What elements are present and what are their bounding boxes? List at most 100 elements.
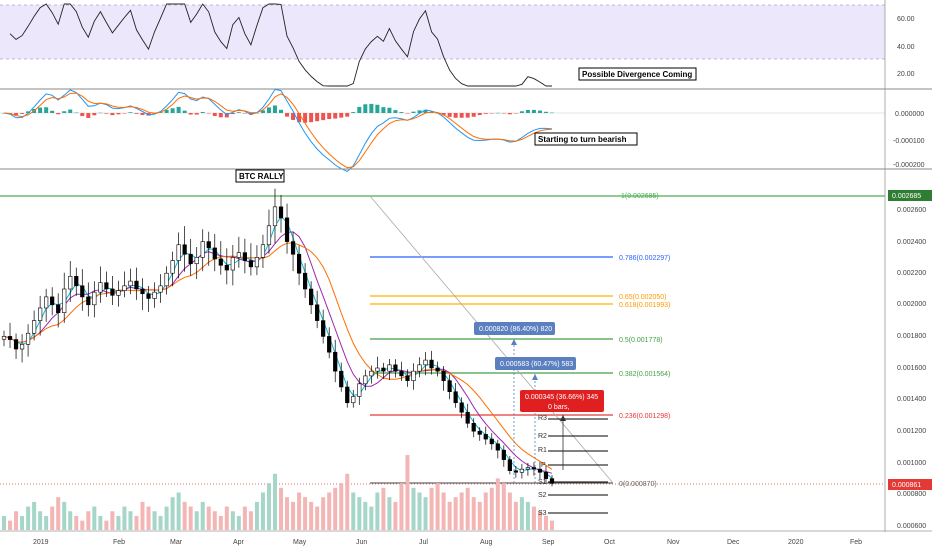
candle-body bbox=[13, 339, 19, 350]
volume-bar bbox=[531, 506, 536, 530]
volume-bar bbox=[321, 497, 326, 530]
volume-bar bbox=[375, 492, 380, 530]
volume-bar bbox=[369, 506, 374, 530]
rally-annotation: BTC RALLY bbox=[239, 172, 284, 181]
candle-body bbox=[543, 471, 549, 479]
candle-body bbox=[411, 370, 416, 381]
volume-bar bbox=[537, 511, 542, 530]
volume-bar bbox=[104, 520, 109, 530]
trend-line bbox=[369, 195, 614, 484]
macd-hist-bar bbox=[266, 107, 271, 113]
volume-bar bbox=[393, 501, 398, 530]
time-tick-feb2: Feb bbox=[850, 539, 862, 546]
macd-hist-bar bbox=[26, 111, 31, 113]
candle-body bbox=[405, 375, 410, 381]
volume-bar bbox=[303, 497, 308, 530]
volume-bar bbox=[218, 515, 223, 530]
candle-body bbox=[56, 304, 61, 313]
macd-hist-bar bbox=[453, 113, 458, 118]
macd-hist-bar bbox=[345, 113, 350, 117]
volume-bar bbox=[260, 492, 265, 530]
volume-bar bbox=[224, 506, 229, 530]
measure-arrow-2 bbox=[532, 374, 538, 380]
macd-hist-bar bbox=[399, 112, 404, 113]
macd-hist-bar bbox=[212, 113, 217, 117]
price-tick-2: 0.002200 bbox=[897, 270, 926, 277]
volume-bar bbox=[495, 478, 500, 530]
macd-hist-bar bbox=[170, 108, 175, 113]
volume-bar bbox=[110, 511, 115, 530]
macd-histogram bbox=[2, 103, 554, 123]
fib-label-0236: 0.236(0.001298) bbox=[619, 413, 670, 420]
candle-body bbox=[429, 359, 434, 369]
candle-body bbox=[435, 367, 440, 372]
candle-body bbox=[465, 411, 470, 424]
macd-hist-bar bbox=[297, 113, 302, 123]
macd-panel: 0.000000 -0.000100 -0.000200 Starting to… bbox=[0, 88, 925, 172]
macd-hist-bar bbox=[20, 113, 25, 114]
candle-body bbox=[62, 288, 67, 314]
candle-body bbox=[74, 276, 79, 287]
macd-hist-bar bbox=[260, 110, 265, 113]
macd-hist-bar bbox=[182, 110, 187, 113]
macd-hist-bar bbox=[272, 105, 277, 113]
volume-bar bbox=[146, 506, 151, 530]
volume-bar bbox=[26, 506, 31, 530]
candle-body bbox=[531, 467, 537, 470]
macd-hist-bar bbox=[459, 113, 464, 118]
fib-label-065: 0.65(0.002050) bbox=[619, 294, 666, 301]
volume-bar bbox=[14, 511, 19, 530]
macd-hist-bar bbox=[339, 113, 344, 118]
volume-bar bbox=[351, 492, 356, 530]
ma-slow-line bbox=[3, 242, 553, 470]
fib-label-1: 1(0.002685) bbox=[621, 193, 659, 200]
macd-hist-bar bbox=[110, 113, 115, 116]
macd-hist-bar bbox=[68, 109, 73, 113]
macd-hist-bar bbox=[56, 113, 61, 115]
macd-hist-bar bbox=[230, 113, 235, 115]
fib-label-0: 0(0.000870) bbox=[619, 481, 657, 488]
measure-label-1: 0.000820 (86.40%) 820 bbox=[479, 326, 552, 333]
macd-hist-bar bbox=[405, 113, 410, 114]
candle-body bbox=[38, 307, 43, 321]
macd-hist-bar bbox=[495, 112, 500, 114]
candle-body bbox=[230, 257, 235, 271]
pivot-label-s3: S3 bbox=[538, 510, 547, 517]
candle-body bbox=[44, 296, 49, 309]
volume-bar bbox=[242, 506, 247, 530]
rsi-panel: 60.00 40.00 20.00 Possible Divergence Co… bbox=[0, 3, 915, 87]
price-tick-0: 0.002600 bbox=[897, 207, 926, 214]
volume-bar bbox=[279, 487, 284, 530]
time-tick-jul: Jul bbox=[419, 539, 428, 546]
macd-hist-bar bbox=[375, 104, 380, 113]
macd-tick-0: 0.000000 bbox=[895, 111, 924, 118]
volume-bar bbox=[525, 501, 530, 530]
candle-body bbox=[194, 257, 199, 265]
macd-hist-bar bbox=[507, 113, 512, 115]
volume-bar bbox=[477, 501, 482, 530]
candle-body bbox=[212, 247, 217, 260]
volume-bar bbox=[471, 497, 476, 530]
pivot-label-r1: R1 bbox=[538, 447, 547, 454]
volume-bar bbox=[453, 497, 458, 530]
macd-hist-bar bbox=[140, 113, 145, 116]
candle-body bbox=[459, 402, 464, 413]
candle-body bbox=[218, 258, 223, 266]
macd-hist-bar bbox=[206, 113, 211, 114]
volume-bar bbox=[8, 520, 13, 530]
macd-hist-bar bbox=[315, 113, 320, 122]
candle-body bbox=[471, 422, 476, 432]
candle-body bbox=[128, 280, 133, 287]
time-tick-oct: Oct bbox=[604, 539, 615, 546]
macd-hist-bar bbox=[531, 109, 536, 113]
price-panel: 1(0.002685) 0.786(0.002297) 0.65(0.00205… bbox=[0, 0, 932, 532]
candle-body bbox=[122, 285, 127, 291]
candle-body bbox=[248, 260, 254, 268]
macd-hist-bar bbox=[236, 112, 241, 113]
measure-label-3: 0.000345 (36.66%) 345 bbox=[525, 394, 598, 401]
candle-body bbox=[302, 272, 308, 290]
candle-body bbox=[327, 336, 332, 353]
time-tick-dec: Dec bbox=[727, 539, 740, 546]
macd-hist-bar bbox=[92, 113, 97, 116]
volume-bar bbox=[158, 515, 163, 530]
